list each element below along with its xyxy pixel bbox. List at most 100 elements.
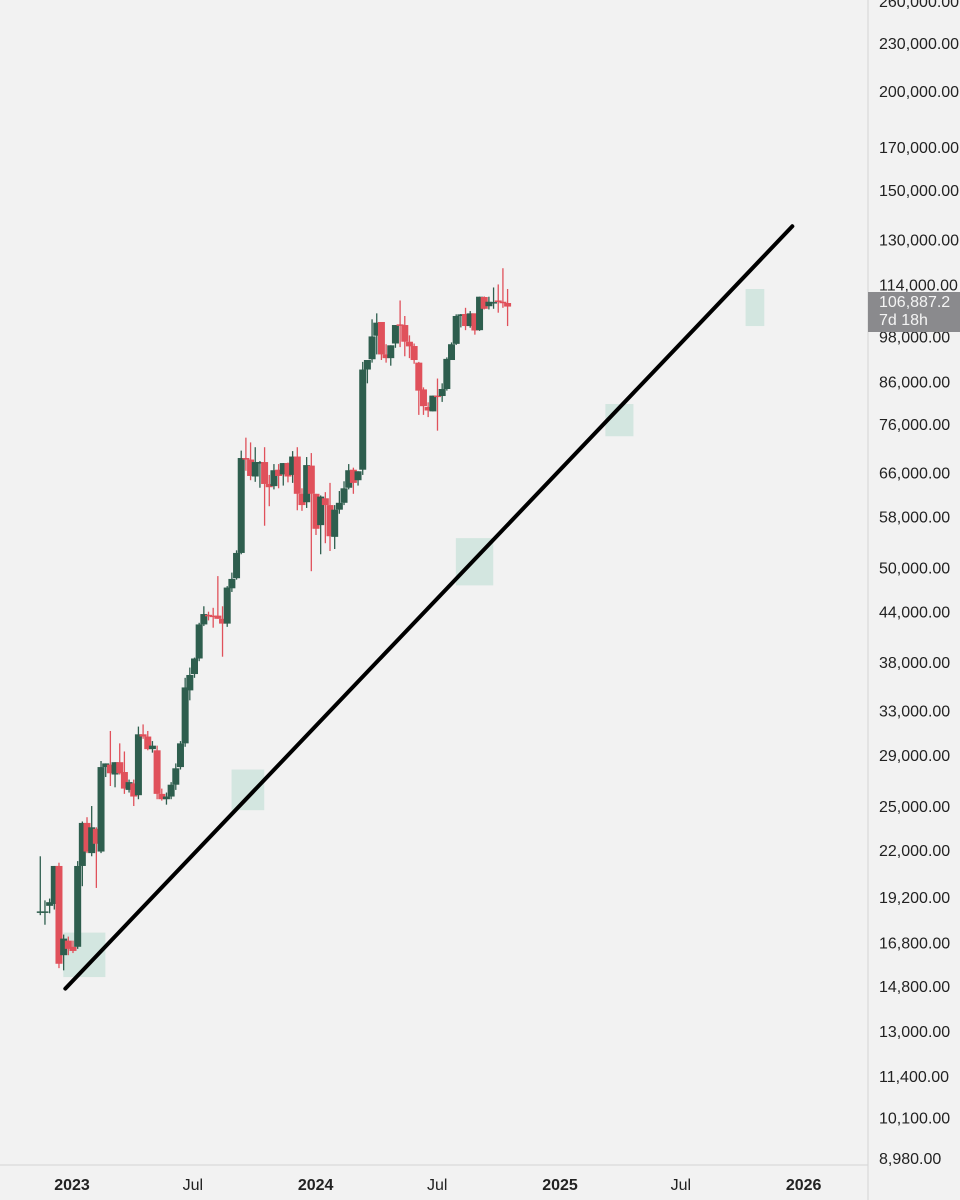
- time-axis-label: Jul: [671, 1177, 691, 1194]
- price-axis[interactable]: 260,000.00 230,000.00 200,000.00 170,000.00…: [879, 0, 959, 1168]
- candle: [223, 586, 231, 627]
- candle: [438, 383, 446, 402]
- candle: [452, 314, 460, 345]
- candle-body: [102, 763, 110, 768]
- price-axis-label: 66,000.00: [879, 465, 950, 482]
- candle: [205, 611, 213, 621]
- candle: [429, 395, 437, 412]
- candle-body: [443, 358, 451, 389]
- price-axis-label: 22,000.00: [879, 843, 950, 860]
- candle-body: [335, 502, 343, 510]
- time-axis-label: 2025: [542, 1177, 578, 1194]
- price-axis-label: 76,000.00: [879, 417, 950, 434]
- price-axis-label: 230,000.00: [879, 36, 959, 53]
- candle-body: [419, 389, 427, 407]
- candle: [345, 464, 353, 490]
- time-axis-label: 2026: [786, 1177, 822, 1194]
- candle: [415, 361, 423, 415]
- price-axis-label: 50,000.00: [879, 561, 950, 578]
- candle-body: [219, 618, 227, 624]
- candle: [172, 763, 180, 790]
- candle-body: [485, 301, 493, 307]
- candle: [405, 335, 413, 359]
- price-axis-label: 150,000.00: [879, 183, 959, 200]
- candle-body: [326, 505, 334, 537]
- candle-body: [74, 865, 82, 947]
- candle-body: [331, 509, 339, 537]
- candle-body: [200, 614, 208, 625]
- candle-body: [466, 313, 474, 327]
- candle-body: [144, 736, 152, 750]
- price-axis-label: 13,000.00: [879, 1024, 950, 1041]
- candle-body: [410, 346, 418, 361]
- candle: [462, 307, 470, 331]
- candle: [377, 321, 385, 361]
- support-zone: [745, 288, 765, 327]
- candle-body: [382, 354, 390, 359]
- candle-body: [438, 388, 446, 397]
- price-axis-label: 38,000.00: [879, 655, 950, 672]
- candle: [326, 482, 334, 551]
- candle: [153, 745, 161, 800]
- candle-body: [490, 302, 498, 304]
- candle: [200, 606, 208, 627]
- candle-body: [401, 325, 409, 342]
- candle: [209, 607, 217, 628]
- candle-body: [106, 764, 114, 774]
- price-axis-label: 44,000.00: [879, 605, 950, 622]
- candle: [228, 572, 236, 592]
- candle-body: [83, 822, 91, 852]
- candle-body: [167, 784, 175, 797]
- candle-body: [233, 552, 241, 579]
- candle: [219, 606, 227, 657]
- candle: [69, 940, 77, 954]
- candle: [97, 760, 105, 854]
- candle: [46, 898, 54, 914]
- price-axis-label: 58,000.00: [879, 510, 950, 527]
- candle-body: [270, 470, 278, 487]
- trendline[interactable]: [63, 224, 795, 991]
- support-zone: [231, 769, 265, 811]
- candle: [490, 287, 498, 309]
- candle: [83, 817, 91, 854]
- candle: [410, 343, 418, 364]
- time-axis[interactable]: 2023 Jul 2024 Jul 2025 Jul 2026: [54, 1177, 821, 1194]
- candle: [64, 936, 72, 956]
- candle: [111, 762, 119, 788]
- price-axis-label: 8,980.00: [879, 1151, 941, 1168]
- candle-body: [176, 743, 184, 768]
- candle-body: [265, 483, 273, 488]
- candle: [256, 461, 264, 488]
- candle: [363, 360, 371, 384]
- candle: [130, 779, 138, 807]
- candle: [92, 827, 100, 888]
- candle: [41, 900, 49, 925]
- candle-body: [172, 768, 180, 785]
- candle-body: [60, 938, 68, 956]
- candle-body: [279, 463, 287, 475]
- candle-body: [415, 362, 423, 391]
- candle: [242, 437, 250, 471]
- candle: [419, 387, 427, 415]
- bar-close-countdown: 7d 18h: [879, 311, 928, 329]
- candle-body: [284, 463, 292, 477]
- candle-body: [373, 322, 381, 336]
- candle-body: [97, 767, 105, 852]
- candle-body: [363, 360, 371, 370]
- candle: [443, 357, 451, 391]
- candle-body: [64, 940, 72, 949]
- candle: [60, 934, 68, 971]
- candle-body: [499, 301, 507, 304]
- candle: [176, 741, 184, 770]
- price-axis-label: 200,000.00: [879, 84, 959, 101]
- candle: [340, 481, 348, 506]
- candle-body: [396, 324, 404, 326]
- price-axis-label: 16,800.00: [879, 936, 950, 953]
- time-axis-label: 2024: [298, 1177, 334, 1194]
- time-axis-label: Jul: [427, 1177, 447, 1194]
- candle: [106, 730, 114, 786]
- candle-body: [462, 314, 470, 327]
- candle: [448, 342, 456, 361]
